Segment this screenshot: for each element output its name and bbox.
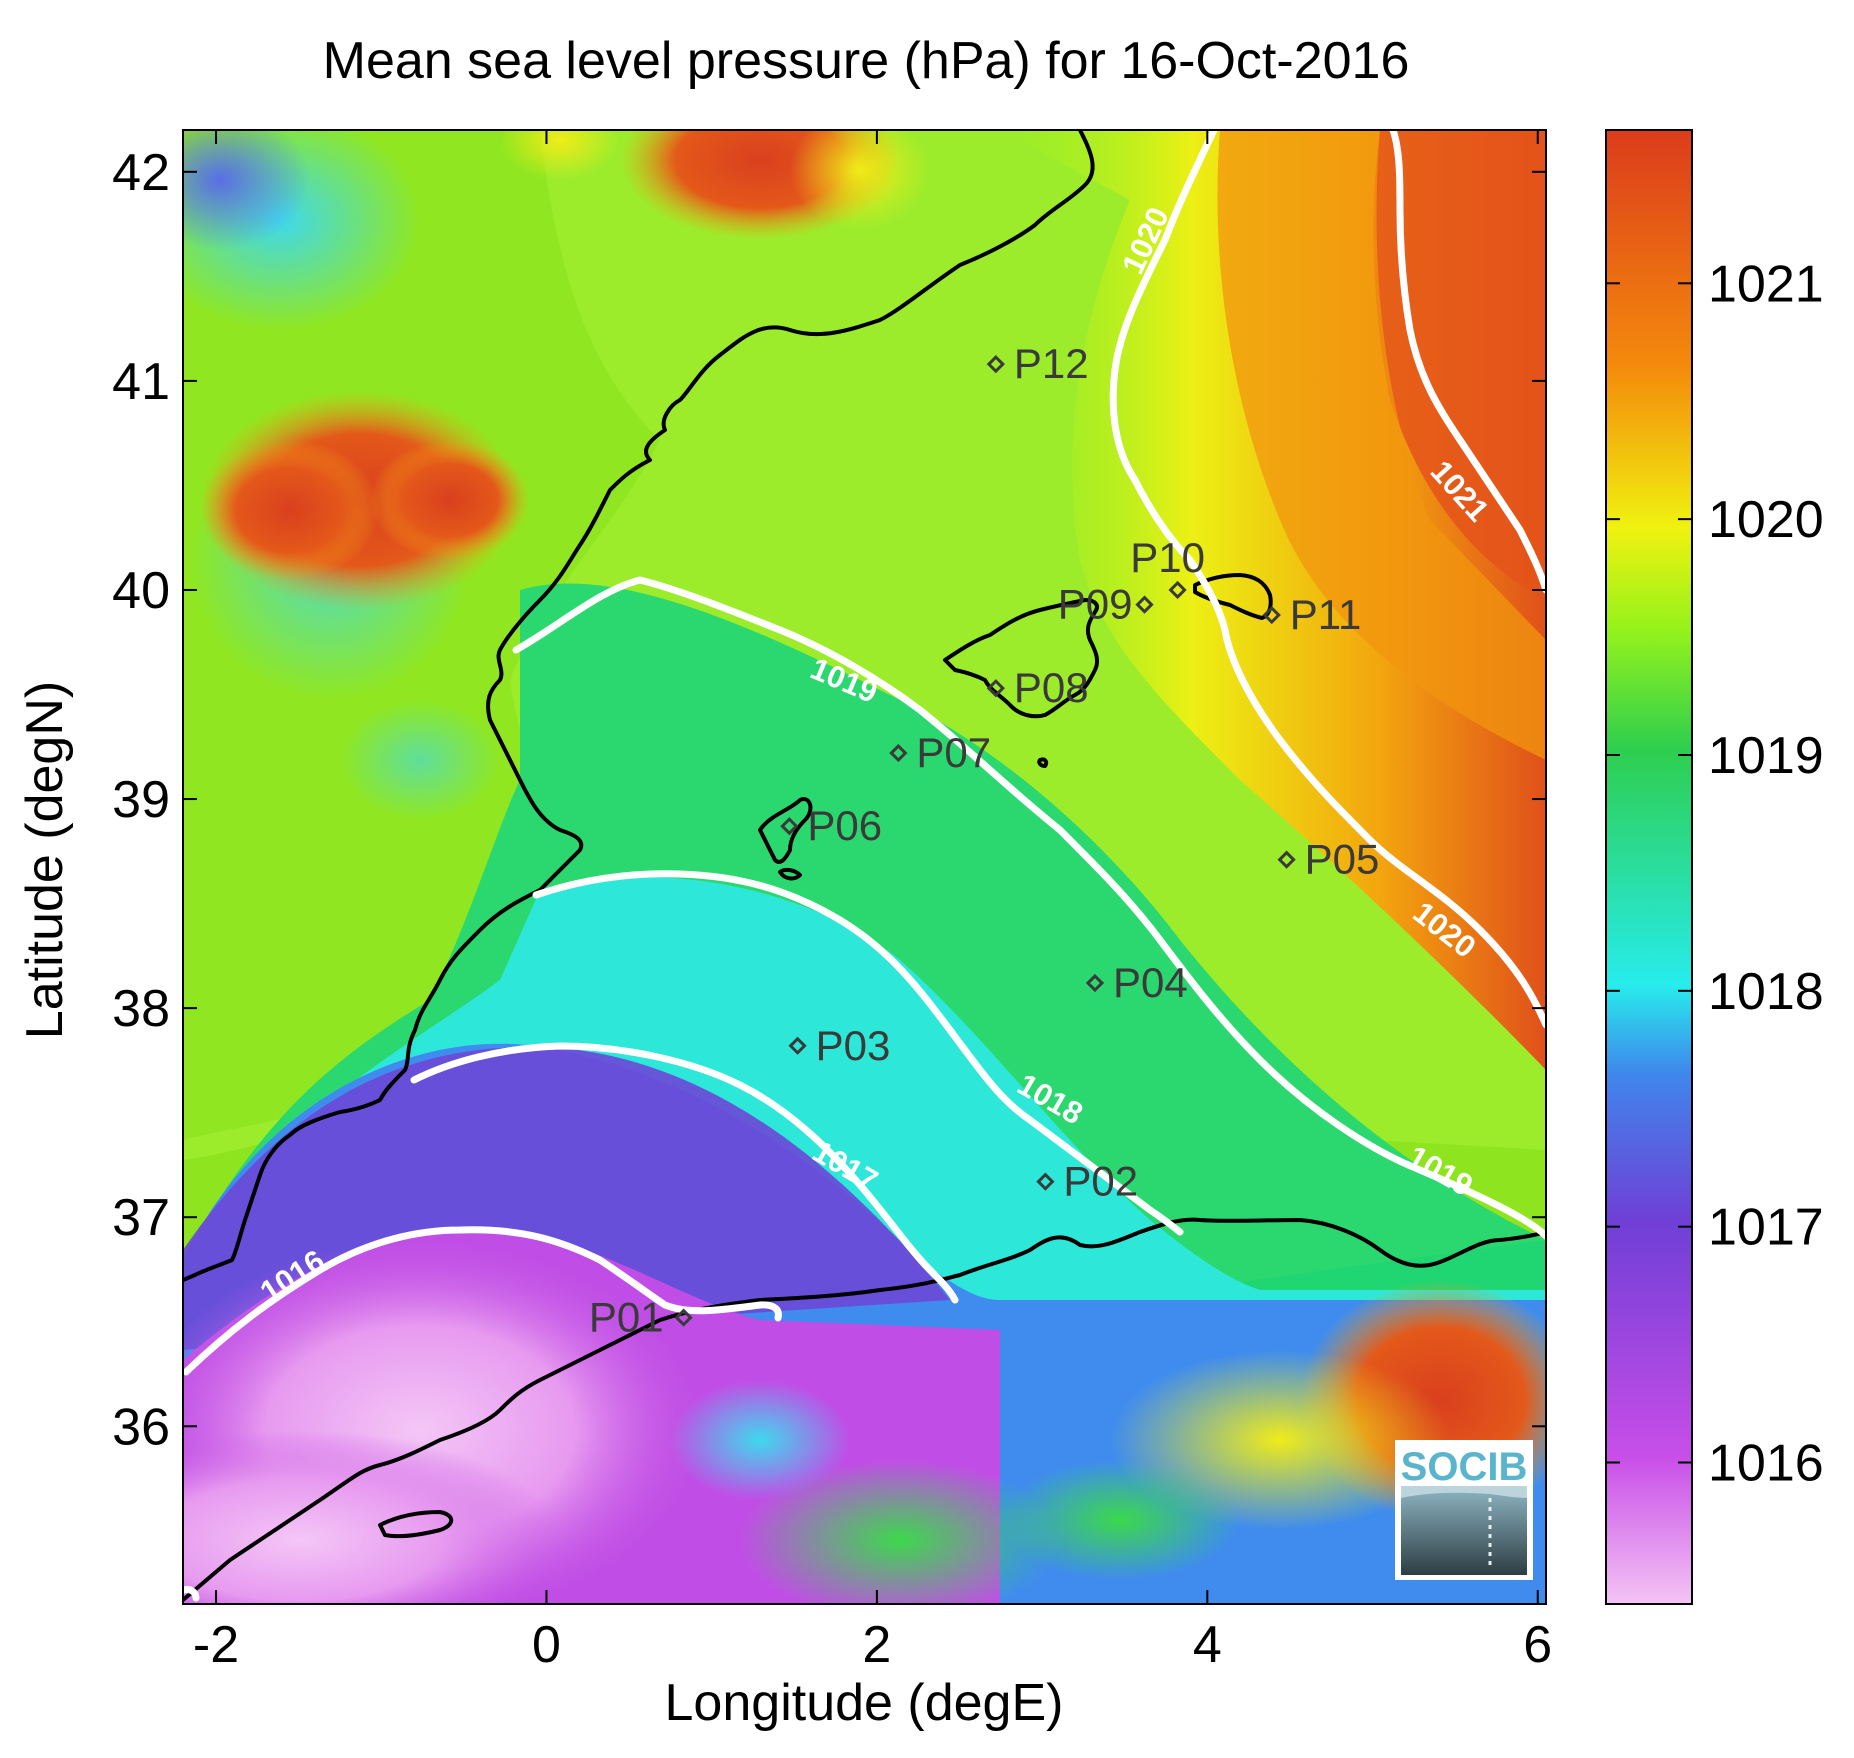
y-tick-label: 42 (112, 144, 170, 202)
station-marker (986, 355, 1005, 374)
station-label: P02 (1063, 1158, 1138, 1205)
station-label: P11 (1290, 591, 1362, 638)
station-label: P09 (1058, 581, 1133, 628)
y-tick-label: 38 (112, 980, 170, 1038)
chart-title: Mean sea level pressure (hPa) for 16-Oct… (323, 32, 1410, 90)
x-tick-label: 2 (862, 1616, 891, 1674)
contour-1020 (1109, 130, 1546, 1029)
colorbar-ticks: 1016 1017 1018 1019 1020 1021 (1606, 255, 1824, 1492)
contour-1017 (410, 1042, 959, 1304)
station-marker (1036, 1172, 1055, 1191)
x-tick-label: 4 (1193, 1616, 1222, 1674)
colorbar-tick-label: 1021 (1708, 255, 1824, 313)
station-marker (788, 1036, 807, 1055)
y-tick-label: 41 (112, 353, 170, 411)
station-label: P05 (1305, 836, 1380, 883)
contour-1016 (183, 1226, 782, 1376)
y-tick-label: 36 (112, 1398, 170, 1456)
colorbar-tick-label: 1017 (1708, 1199, 1824, 1257)
colorbar-tick-label: 1019 (1708, 727, 1824, 785)
coastline (183, 130, 1546, 1602)
station-marker (1277, 850, 1296, 869)
x-axis-label: Longitude (degE) (665, 1674, 1064, 1732)
station-label: P03 (816, 1022, 891, 1069)
y-tick-label: 40 (112, 562, 170, 620)
x-axis: -2 0 2 4 6 (193, 130, 1552, 1674)
contour-1021 (1389, 130, 1546, 594)
y-tick-label: 39 (112, 771, 170, 829)
station-marker (986, 679, 1005, 698)
colorbar (1605, 129, 1693, 1605)
y-axis: 36 37 38 39 40 41 42 (112, 144, 1546, 1456)
contour-1018 (532, 870, 1184, 1236)
plot-frame (182, 129, 1547, 1605)
station-label: P06 (807, 802, 882, 849)
logo-text: SOCIB (1401, 1445, 1528, 1489)
x-tick-label: -2 (193, 1616, 239, 1674)
x-tick-label: 6 (1523, 1616, 1552, 1674)
colorbar-tick-label: 1020 (1708, 491, 1824, 549)
station-marker (780, 817, 799, 836)
station-label: P10 (1130, 534, 1205, 581)
socib-logo: SOCIB (1395, 1440, 1533, 1580)
station-label: P07 (916, 729, 991, 776)
contour-lines (183, 130, 1546, 1602)
station-label: P01 (589, 1294, 664, 1341)
contour-1019 (512, 576, 1546, 1240)
station-label: P08 (1014, 664, 1089, 711)
station-marker (674, 1308, 693, 1327)
pressure-field (183, 130, 1546, 1604)
station-marker (1262, 605, 1281, 625)
station-marker (889, 743, 908, 763)
colorbar-tick-label: 1018 (1708, 963, 1824, 1021)
station-marker (1168, 580, 1187, 600)
station-marker (1135, 595, 1154, 614)
station-label: P12 (1014, 340, 1089, 387)
station-marker (1085, 973, 1105, 993)
y-axis-label: Latitude (degN) (16, 681, 74, 1039)
y-tick-label: 37 (112, 1189, 170, 1247)
x-tick-label: 0 (532, 1616, 561, 1674)
colorbar-tick-label: 1016 (1708, 1434, 1824, 1492)
station-label: P04 (1113, 959, 1188, 1006)
